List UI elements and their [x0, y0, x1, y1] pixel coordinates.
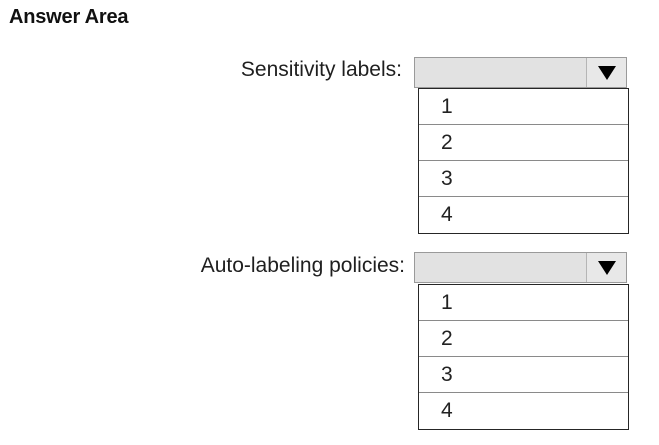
sensitivity-labels-options: 1 2 3 4: [418, 88, 629, 234]
auto-labeling-policies-option[interactable]: 2: [419, 321, 628, 357]
auto-labeling-policies-dropdown[interactable]: [414, 252, 627, 283]
answer-area-title: Answer Area: [9, 6, 129, 28]
auto-labeling-policies-options: 1 2 3 4: [418, 284, 629, 430]
sensitivity-labels-option[interactable]: 3: [419, 161, 628, 197]
sensitivity-labels-option[interactable]: 2: [419, 125, 628, 161]
sensitivity-labels-label: Sensitivity labels:: [240, 58, 402, 81]
auto-labeling-policies-label: Auto-labeling policies:: [200, 254, 405, 277]
sensitivity-labels-dropdown[interactable]: [414, 57, 627, 88]
triangle-down-icon: [598, 261, 616, 275]
auto-labeling-policies-option[interactable]: 3: [419, 357, 628, 393]
triangle-down-icon: [598, 66, 616, 80]
sensitivity-labels-option[interactable]: 4: [441, 203, 453, 226]
auto-labeling-policies-option[interactable]: 4: [441, 399, 453, 422]
auto-labeling-policies-option[interactable]: 1: [419, 285, 628, 321]
sensitivity-labels-option[interactable]: 1: [419, 89, 628, 125]
sensitivity-labels-dropdown-toggle[interactable]: [586, 58, 626, 87]
auto-labeling-policies-dropdown-toggle[interactable]: [586, 253, 626, 282]
